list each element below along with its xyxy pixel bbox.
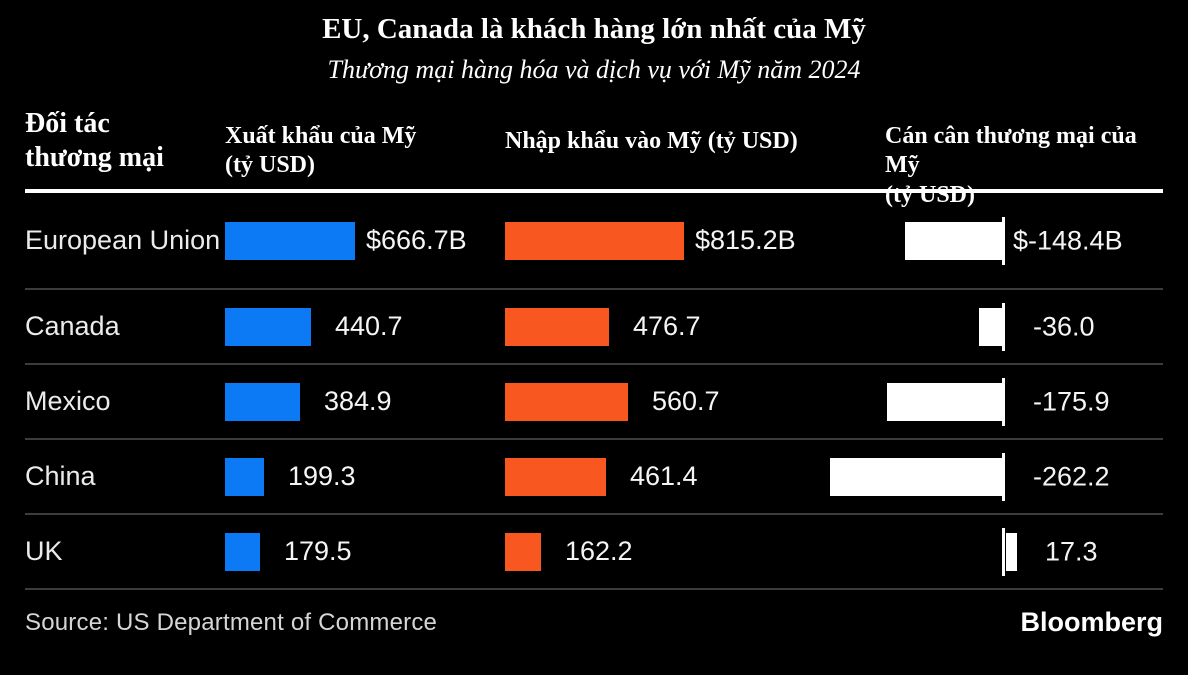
source-text: Source: US Department of Commerce [25,608,438,636]
import-bar [505,457,606,496]
balance-bar [1006,532,1017,571]
trade-table: Đối tác thương mại Xuất khẩu của Mỹ (tỷ … [25,105,1163,590]
balance-bar-cell: -36.0 [885,290,1163,363]
header-divider [25,189,1163,193]
table-header: Đối tác thương mại Xuất khẩu của Mỹ (tỷ … [25,105,1163,208]
export-bar-cell: 199.3 [225,440,505,513]
import-bar [505,382,628,421]
header-imports: Nhập khẩu vào Mỹ (tỷ USD) [505,105,885,210]
header-partner-line2: thương mại [25,142,164,174]
bloomberg-logo: Bloomberg [1020,607,1163,637]
import-bar-cell: 560.7 [505,365,885,438]
export-bar [225,221,355,260]
import-bar-cell: 476.7 [505,290,885,363]
balance-bar [830,457,1003,496]
table-body: European Union $666.7B $815.2B $-148.4B Cana… [25,193,1163,588]
table-row: UK 179.5 162.2 17.3 [25,513,1163,588]
import-value-label: $815.2B [695,225,796,255]
export-bar-cell: $666.7B [225,193,505,288]
balance-value-label: -262.2 [1033,461,1110,491]
header-exports: Xuất khẩu của Mỹ (tỷ USD) [225,105,505,210]
export-value-label: 384.9 [324,386,392,416]
header-balance: Cán cân thương mại của Mỹ (tỷ USD) [885,105,1163,210]
footer-divider [25,588,1163,590]
balance-bar [905,221,1003,260]
export-bar [225,532,260,571]
export-bar-cell: 384.9 [225,365,505,438]
bloomberg-trade-chart: EU, Canada là khách hàng lớn nhất của Mỹ… [0,13,1188,675]
balance-bar-cell: -262.2 [830,440,1163,513]
header-partner-line1: Đối tác [25,108,110,139]
chart-title: EU, Canada là khách hàng lớn nhất của Mỹ [322,13,866,45]
import-value-label: 560.7 [652,386,720,416]
import-bar [505,221,684,260]
balance-axis-tick [1002,216,1005,265]
export-value-label: 440.7 [335,311,403,341]
import-bar-cell: 461.4 [505,440,885,513]
export-value-label: $666.7B [366,225,467,255]
header-partner: Đối tác thương mại [25,105,225,210]
footer: Source: US Department of Commerce Bloomb… [25,590,1163,638]
balance-axis-tick [1002,452,1005,501]
balance-value-label: -175.9 [1033,386,1110,416]
balance-axis-tick [1002,302,1005,351]
table-row: Mexico 384.9 560.7 -175.9 [25,363,1163,438]
header-balance-line1: Cán cân thương mại của Mỹ [885,123,1137,179]
import-value-label: 461.4 [630,461,698,491]
export-value-label: 199.3 [288,461,356,491]
export-bar-cell: 440.7 [225,290,505,363]
header-exports-line2: (tỷ USD) [225,152,315,179]
partner-name: UK [25,535,63,566]
balance-bar [887,382,1003,421]
partner-name: China [25,460,96,491]
import-bar [505,532,541,571]
export-bar [225,307,311,346]
import-value-label: 476.7 [633,311,701,341]
chart-subtitle: Thương mại hàng hóa và dịch vụ với Mỹ nă… [327,55,861,84]
partner-name: Mexico [25,385,111,416]
partner-name: European Union [25,224,221,255]
balance-bar-cell: 17.3 [885,515,1163,588]
import-bar-cell: 162.2 [505,515,885,588]
export-bar-cell: 179.5 [225,515,505,588]
balance-bar-cell: -175.9 [885,365,1163,438]
partner-name: Canada [25,310,120,341]
export-bar [225,457,264,496]
balance-bar [979,307,1003,346]
import-bar [505,307,609,346]
import-value-label: 162.2 [565,536,633,566]
balance-axis-tick [1002,377,1005,426]
table-row: European Union $666.7B $815.2B $-148.4B [25,193,1163,288]
balance-bar-cell: $-148.4B [885,193,1163,288]
table-row: China 199.3 461.4 -262.2 [25,438,1163,513]
header-imports-line1: Nhập khẩu vào Mỹ (tỷ USD) [505,128,798,154]
import-bar-cell: $815.2B [505,193,885,288]
balance-value-label: -36.0 [1033,311,1095,341]
balance-value-label: 17.3 [1045,536,1098,566]
table-row: Canada 440.7 476.7 -36.0 [25,288,1163,363]
balance-value-label: $-148.4B [1013,225,1123,255]
export-value-label: 179.5 [284,536,352,566]
header-balance-line2: (tỷ USD) [885,181,975,208]
balance-axis-tick [1002,527,1005,576]
header-exports-line1: Xuất khẩu của Mỹ [225,123,417,149]
export-bar [225,382,300,421]
